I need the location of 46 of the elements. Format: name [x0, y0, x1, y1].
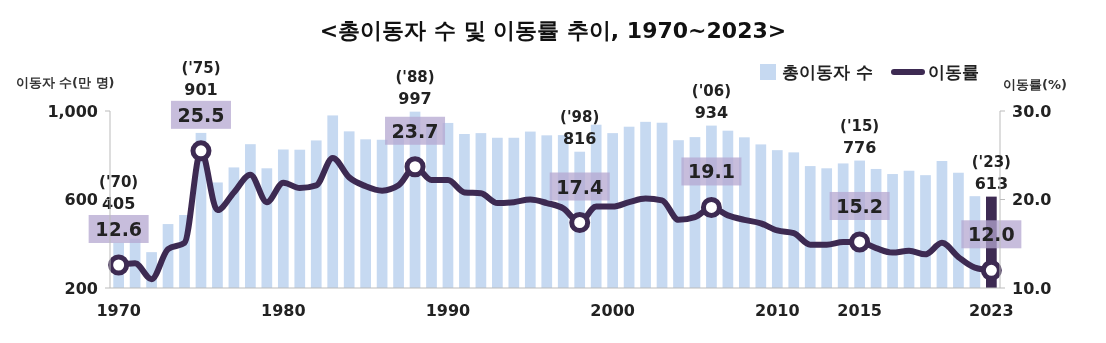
data-label: 17.4 — [556, 175, 604, 198]
data-label: 901 — [184, 79, 218, 99]
y-axis-title: 이동자 수(만 명) — [15, 75, 115, 90]
x-tick-label: 1980 — [261, 301, 306, 320]
point — [980, 259, 1002, 281]
x-tick-label: 2010 — [755, 301, 800, 320]
text: ('06) — [691, 81, 732, 100]
x-tick-label: 2023 — [969, 301, 1014, 320]
point — [849, 231, 871, 253]
y-tick-label: 1,000 — [47, 101, 98, 121]
data-label: 776 — [842, 137, 877, 157]
data-label: 15.2 — [836, 194, 884, 217]
data-label: 12.6 — [95, 217, 143, 240]
point — [404, 156, 426, 178]
x-tick-label: 1990 — [425, 301, 471, 320]
point — [569, 212, 591, 234]
y2-axis-title: 이동률(%) — [1003, 77, 1067, 92]
text: ('88) — [395, 67, 435, 86]
annotation: ('15) — [840, 116, 880, 135]
y-tick-label: 600 — [64, 190, 98, 210]
annotation: ('23) — [971, 152, 1011, 171]
legend-label: 총이동자 수 — [782, 61, 873, 82]
text: ('75) — [181, 58, 221, 77]
annotation: ('70) — [99, 172, 139, 191]
data-label: 23.7 — [391, 119, 439, 142]
point — [190, 140, 212, 162]
x-tick-label: 2000 — [590, 301, 635, 320]
data-label: 25.5 — [177, 103, 225, 126]
legend-label: 이동률 — [928, 61, 979, 82]
y-tick-label: 200 — [64, 278, 98, 298]
point — [700, 196, 722, 218]
chart-title: <총이동자 수 및 이동률 추이, 1970~2023> — [319, 18, 787, 43]
point — [108, 254, 130, 276]
x-tick-label: 1970 — [96, 301, 141, 320]
data-label: 816 — [563, 128, 597, 148]
data-label: 613 — [974, 173, 1009, 193]
y2-tick-label: 10.0 — [1012, 278, 1052, 298]
x-tick-label: 2015 — [837, 301, 882, 320]
data-label: 934 — [694, 102, 729, 122]
data-label: 12.0 — [967, 223, 1015, 246]
data-label: 997 — [398, 88, 432, 108]
data-label: 19.1 — [687, 160, 735, 183]
annotation: ('98) — [560, 107, 600, 126]
y2-tick-label: 30.0 — [1012, 101, 1052, 121]
y2-tick-label: 20.0 — [1012, 190, 1052, 210]
data-label: 405 — [101, 193, 136, 213]
